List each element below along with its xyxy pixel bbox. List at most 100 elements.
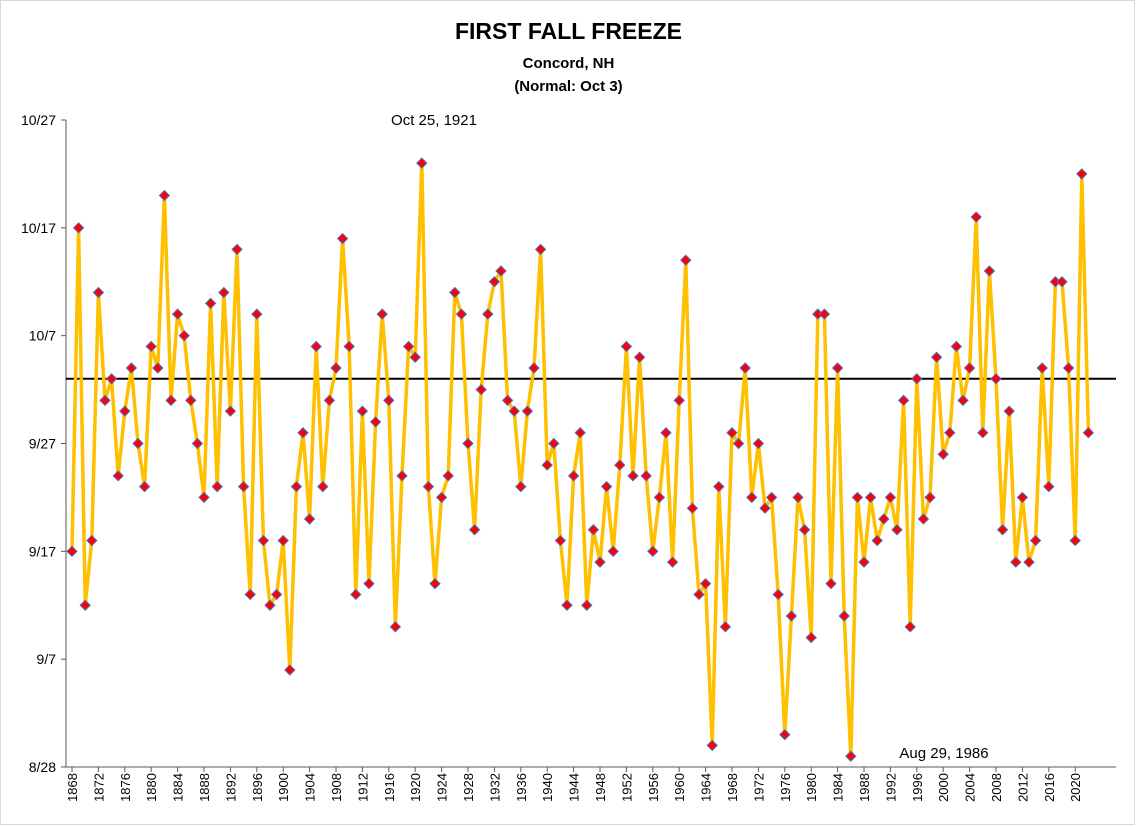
data-point bbox=[515, 480, 527, 493]
data-point bbox=[211, 480, 223, 493]
x-tick-label: 1952 bbox=[619, 773, 634, 802]
data-point bbox=[587, 524, 600, 536]
x-tick-label: 1908 bbox=[329, 773, 344, 802]
data-point bbox=[185, 394, 197, 407]
data-point bbox=[495, 265, 507, 277]
data-point bbox=[92, 286, 105, 299]
data-point bbox=[798, 524, 811, 536]
series-first-freeze bbox=[66, 157, 1095, 762]
y-axis: 8/28 9/7 9/17 9/27 10/7 10/17 10/27 bbox=[21, 112, 67, 775]
data-point bbox=[1062, 362, 1075, 374]
data-point bbox=[165, 394, 177, 407]
data-point bbox=[1029, 534, 1042, 547]
data-point bbox=[878, 513, 890, 525]
data-point bbox=[732, 437, 745, 450]
data-point bbox=[561, 599, 573, 611]
x-tick-label: 1940 bbox=[540, 773, 555, 802]
data-point bbox=[105, 373, 118, 385]
x-tick-label: 1944 bbox=[567, 773, 582, 802]
annotations: Oct 25, 1921 Aug 29, 1986 bbox=[391, 112, 989, 762]
data-point bbox=[864, 491, 877, 504]
data-point bbox=[284, 664, 296, 676]
chart-subtitle-normal: (Normal: Oct 3) bbox=[514, 78, 623, 95]
data-point bbox=[713, 480, 725, 493]
data-point bbox=[389, 621, 402, 633]
data-point bbox=[719, 621, 732, 633]
y-tick-label: 9/17 bbox=[29, 543, 56, 559]
data-point bbox=[343, 340, 355, 353]
data-point bbox=[475, 383, 487, 396]
data-point bbox=[462, 437, 474, 450]
x-tick-label: 1904 bbox=[303, 773, 318, 802]
data-point bbox=[838, 610, 850, 622]
data-point bbox=[501, 394, 514, 407]
data-point bbox=[884, 491, 897, 504]
x-tick-label: 1876 bbox=[118, 773, 133, 802]
data-point bbox=[224, 405, 237, 417]
data-point bbox=[1069, 534, 1081, 547]
x-tick-label: 1968 bbox=[725, 773, 740, 802]
data-point bbox=[845, 750, 857, 762]
x-tick-label: 1956 bbox=[646, 773, 661, 802]
data-point bbox=[468, 524, 481, 536]
data-point bbox=[416, 157, 428, 169]
data-point bbox=[779, 728, 791, 741]
data-point bbox=[627, 470, 639, 482]
data-point bbox=[363, 577, 375, 590]
data-point bbox=[449, 286, 461, 299]
data-point bbox=[376, 308, 388, 320]
data-point bbox=[666, 556, 679, 568]
x-tick-label: 1932 bbox=[487, 773, 502, 802]
data-point bbox=[977, 427, 989, 439]
data-point bbox=[1003, 405, 1015, 417]
data-point bbox=[594, 556, 606, 568]
data-point bbox=[891, 524, 903, 536]
data-point bbox=[917, 513, 930, 525]
data-point bbox=[680, 254, 692, 266]
data-point bbox=[554, 534, 567, 547]
data-point bbox=[957, 394, 969, 407]
data-point bbox=[541, 459, 553, 471]
data-point bbox=[825, 577, 837, 590]
data-point bbox=[429, 577, 441, 590]
x-tick-label: 1980 bbox=[804, 773, 819, 802]
x-tick-label: 1964 bbox=[699, 773, 714, 802]
data-point bbox=[99, 394, 111, 407]
data-point bbox=[911, 373, 923, 385]
x-tick-label: 1924 bbox=[435, 773, 450, 802]
chart-title: FIRST FALL FREEZE bbox=[454, 18, 683, 44]
data-point bbox=[904, 621, 916, 633]
data-point bbox=[330, 362, 342, 374]
data-point bbox=[1082, 427, 1095, 439]
data-point bbox=[765, 491, 778, 504]
x-tick-label: 1960 bbox=[672, 773, 687, 802]
y-tick-label: 10/27 bbox=[21, 112, 56, 128]
y-tick-label: 10/7 bbox=[29, 328, 56, 344]
data-point bbox=[66, 545, 78, 558]
data-point bbox=[772, 588, 784, 601]
data-point bbox=[924, 491, 936, 504]
data-point bbox=[442, 470, 454, 482]
data-point bbox=[937, 448, 949, 460]
data-point bbox=[145, 340, 157, 353]
data-point bbox=[640, 470, 652, 482]
data-point bbox=[277, 534, 289, 547]
data-point bbox=[508, 405, 520, 417]
x-tick-label: 1916 bbox=[382, 773, 397, 802]
data-point bbox=[356, 405, 369, 417]
x-tick-label: 1884 bbox=[171, 773, 186, 802]
data-point bbox=[310, 340, 322, 353]
x-tick-label: 1888 bbox=[197, 773, 212, 802]
x-tick-label: 2016 bbox=[1042, 773, 1057, 802]
data-point bbox=[191, 437, 204, 450]
x-tick-label: 2012 bbox=[1015, 773, 1030, 802]
data-point bbox=[402, 340, 415, 353]
data-point bbox=[983, 265, 996, 277]
data-point bbox=[264, 599, 276, 611]
data-point bbox=[204, 297, 217, 310]
data-point bbox=[930, 351, 943, 363]
data-point bbox=[435, 491, 448, 504]
data-point bbox=[218, 286, 230, 299]
